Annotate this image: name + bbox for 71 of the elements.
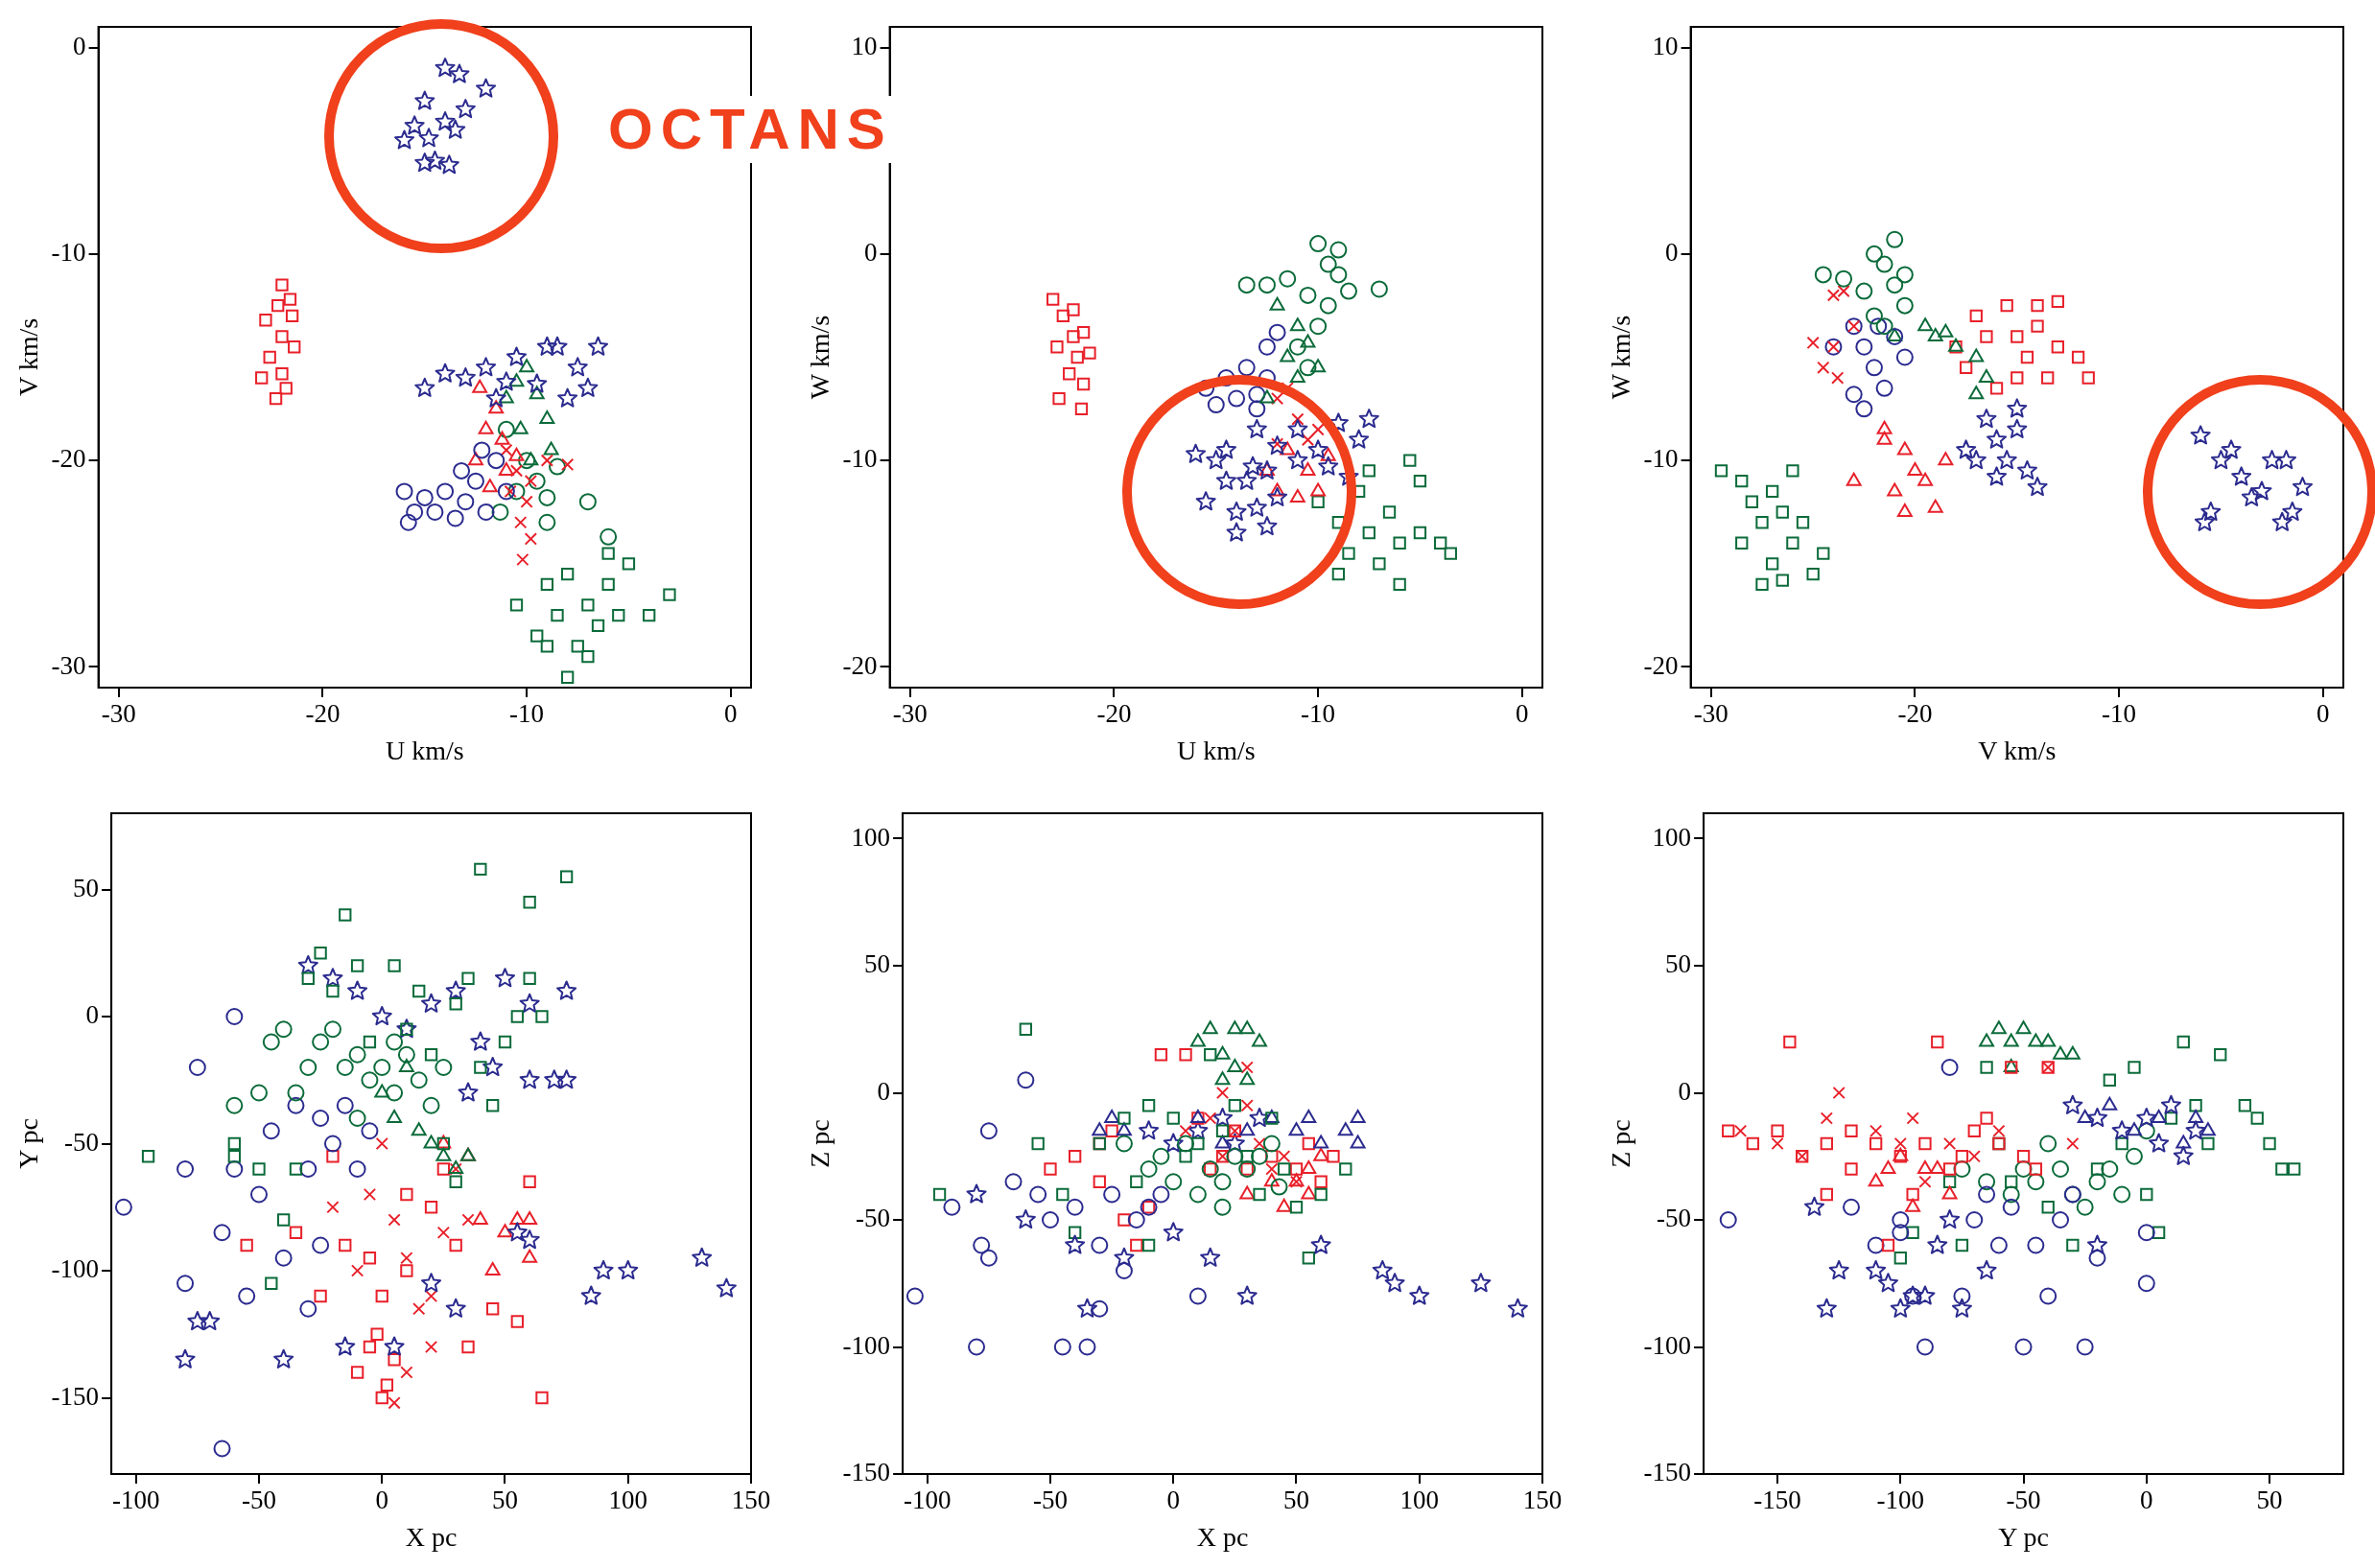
y-tick-label: -100 <box>1643 1330 1692 1360</box>
x-tick-label: 0 <box>1166 1486 1180 1515</box>
y-tick-label: 0 <box>1665 237 1679 267</box>
x-tick-label: -50 <box>2006 1486 2041 1515</box>
x-tick-label: -20 <box>305 699 341 729</box>
x-axis-title: V km/s <box>1978 735 2057 765</box>
x-tick-label: -150 <box>1753 1486 1801 1515</box>
y-tick-label: 50 <box>1665 949 1692 979</box>
y-tick-label: -30 <box>51 650 86 680</box>
x-tick-label: 150 <box>1522 1486 1563 1515</box>
y-tick-label: -20 <box>842 650 878 680</box>
x-tick-label: -50 <box>241 1486 276 1515</box>
x-axis-title: U km/s <box>385 735 464 765</box>
y-tick-label: -50 <box>856 1204 891 1233</box>
y-axis-title: V km/s <box>13 317 44 397</box>
y-tick-label: -150 <box>1643 1458 1692 1487</box>
y-axis-title: W km/s <box>1606 315 1636 400</box>
x-tick-label: 0 <box>723 699 738 729</box>
x-tick-label: 100 <box>608 1486 647 1515</box>
y-tick-label: -50 <box>1657 1204 1692 1233</box>
x-tick-label: 50 <box>1283 1486 1309 1515</box>
annotation: OCTANS <box>602 96 899 163</box>
x-axis-title: U km/s <box>1176 735 1256 765</box>
x-tick-label: -20 <box>1096 699 1132 729</box>
x-tick-label: -100 <box>111 1486 160 1515</box>
x-tick-label: 50 <box>2256 1486 2283 1515</box>
x-tick-label: -20 <box>1897 699 1933 729</box>
x-tick-label: -30 <box>892 699 928 729</box>
x-tick-label: -30 <box>101 699 136 729</box>
x-tick-label: 0 <box>1515 699 1529 729</box>
y-tick-label: 0 <box>73 31 86 60</box>
x-tick-label: -10 <box>509 699 545 729</box>
x-tick-label: 0 <box>375 1486 388 1515</box>
x-tick-label: -50 <box>1032 1486 1068 1515</box>
x-tick-label: -100 <box>1876 1486 1925 1515</box>
y-tick-label: 100 <box>1652 822 1692 852</box>
y-tick-label: 50 <box>864 949 891 979</box>
x-tick-label: -10 <box>1301 699 1336 729</box>
y-axis-title: Z pc <box>805 1119 835 1168</box>
y-tick-label: -50 <box>64 1127 100 1157</box>
y-tick-label: -100 <box>51 1254 100 1284</box>
x-tick-label: 100 <box>1399 1486 1439 1515</box>
y-tick-label: 10 <box>1652 31 1679 60</box>
y-tick-label: -10 <box>51 237 86 267</box>
y-tick-label: -20 <box>51 444 86 474</box>
y-tick-label: 10 <box>851 31 878 60</box>
y-tick-label: -150 <box>51 1381 100 1411</box>
x-axis-title: X pc <box>1196 1521 1249 1552</box>
y-tick-label: -10 <box>1643 444 1679 474</box>
y-tick-label: -10 <box>842 444 878 474</box>
y-tick-label: 100 <box>851 822 891 852</box>
x-tick-label: -10 <box>2102 699 2137 729</box>
y-tick-label: 0 <box>877 1076 891 1106</box>
y-tick-label: 0 <box>1678 1076 1692 1106</box>
x-tick-label: 150 <box>731 1486 771 1515</box>
y-axis-title: W km/s <box>805 315 835 400</box>
x-tick-label: 50 <box>492 1486 518 1515</box>
x-tick-label: 0 <box>2316 699 2330 729</box>
y-tick-label: -20 <box>1643 650 1679 680</box>
y-axis-title: Z pc <box>1606 1119 1636 1168</box>
x-tick-label: -30 <box>1693 699 1728 729</box>
y-tick-label: -150 <box>842 1458 891 1487</box>
x-tick-label: -100 <box>903 1486 952 1515</box>
y-tick-label: 50 <box>73 873 100 902</box>
x-axis-title: Y pc <box>1998 1521 2049 1552</box>
y-axis-title: Y pc <box>13 1118 44 1169</box>
y-tick-label: -100 <box>842 1330 891 1360</box>
y-tick-label: 0 <box>85 1000 100 1030</box>
x-axis-title: X pc <box>405 1521 458 1552</box>
x-tick-label: 0 <box>2140 1486 2153 1515</box>
y-tick-label: 0 <box>864 237 878 267</box>
